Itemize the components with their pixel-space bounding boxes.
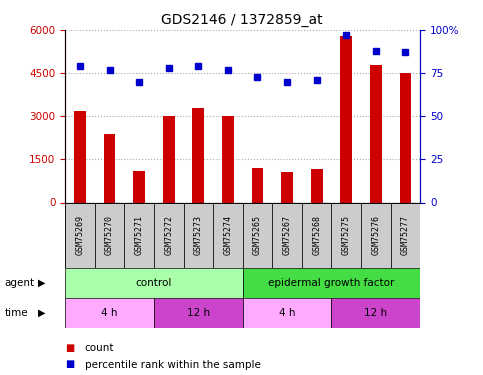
- Text: 12 h: 12 h: [364, 308, 387, 318]
- Bar: [184, 202, 213, 268]
- Bar: [242, 298, 331, 328]
- Text: GSM75265: GSM75265: [253, 215, 262, 255]
- Bar: [399, 73, 412, 202]
- Bar: [361, 202, 391, 268]
- Text: GSM75268: GSM75268: [312, 215, 321, 255]
- Bar: [133, 171, 145, 202]
- Text: GDS2146 / 1372859_at: GDS2146 / 1372859_at: [161, 13, 322, 27]
- Text: ▶: ▶: [38, 278, 45, 288]
- Bar: [341, 36, 352, 203]
- Text: GSM75269: GSM75269: [75, 215, 85, 255]
- Bar: [213, 202, 242, 268]
- Text: GSM75270: GSM75270: [105, 215, 114, 255]
- Text: GSM75276: GSM75276: [371, 215, 380, 255]
- Text: control: control: [136, 278, 172, 288]
- Text: ■: ■: [65, 343, 74, 353]
- Bar: [65, 202, 95, 268]
- Bar: [242, 268, 420, 298]
- Bar: [242, 202, 272, 268]
- Bar: [95, 202, 125, 268]
- Text: count: count: [85, 343, 114, 353]
- Text: GSM75275: GSM75275: [342, 215, 351, 255]
- Text: 12 h: 12 h: [187, 308, 210, 318]
- Text: GSM75272: GSM75272: [164, 215, 173, 255]
- Bar: [272, 202, 302, 268]
- Bar: [311, 170, 323, 202]
- Text: agent: agent: [5, 278, 35, 288]
- Bar: [302, 202, 331, 268]
- Text: GSM75274: GSM75274: [224, 215, 232, 255]
- Bar: [252, 168, 263, 202]
- Bar: [125, 202, 154, 268]
- Text: percentile rank within the sample: percentile rank within the sample: [85, 360, 260, 369]
- Text: epidermal growth factor: epidermal growth factor: [268, 278, 395, 288]
- Text: GSM75273: GSM75273: [194, 215, 203, 255]
- Bar: [331, 298, 420, 328]
- Bar: [154, 298, 243, 328]
- Bar: [163, 116, 175, 202]
- Bar: [154, 202, 184, 268]
- Text: GSM75277: GSM75277: [401, 215, 410, 255]
- Text: time: time: [5, 308, 28, 318]
- Text: GSM75267: GSM75267: [283, 215, 292, 255]
- Bar: [281, 172, 293, 202]
- Bar: [192, 108, 204, 202]
- Bar: [104, 134, 115, 202]
- Text: ▶: ▶: [38, 308, 45, 318]
- Bar: [370, 64, 382, 203]
- Bar: [65, 298, 154, 328]
- Text: 4 h: 4 h: [279, 308, 295, 318]
- Text: GSM75271: GSM75271: [135, 215, 143, 255]
- Text: ■: ■: [65, 360, 74, 369]
- Bar: [74, 111, 86, 202]
- Text: 4 h: 4 h: [101, 308, 118, 318]
- Bar: [65, 268, 242, 298]
- Bar: [391, 202, 420, 268]
- Bar: [222, 116, 234, 202]
- Bar: [331, 202, 361, 268]
